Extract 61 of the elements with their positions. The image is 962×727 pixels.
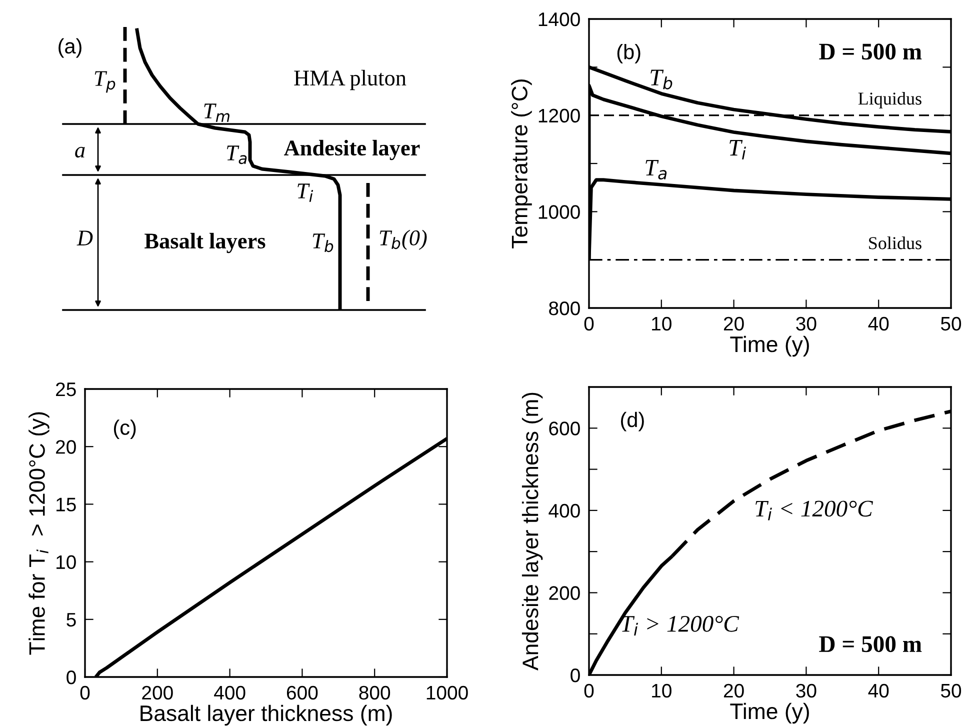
text: T$_{i}$ [298,184,314,202]
text: HMA pluton [294,70,406,90]
y-tick-label: 25 [56,382,76,396]
text: T$_{b}$ [312,234,334,252]
text: (a) [58,38,82,58]
y-axis-title: Andesite layer thickness (m) [522,392,543,671]
x-tick-label: 400 [214,686,246,700]
annotation: D = 500 m [819,636,922,652]
y-tick-label: 400 [548,504,580,518]
annotation: (d) [621,412,644,432]
x-tick-label: 30 [796,316,816,331]
x-tick-label: 40 [868,316,889,331]
x-tick-label: 200 [142,686,173,700]
annotation: D = 500 m [819,44,922,60]
y-tick-label: 1200 [538,108,580,123]
text: T$_{b}$(0) [380,230,427,250]
x-tick-label: 0 [80,686,90,700]
x-tick-label: 50 [940,316,962,331]
y-tick-label: 15 [56,498,76,512]
x-axis-title: Time (y) [730,702,809,724]
y-tick-label: 1400 [538,12,580,26]
annotation: (b) [617,44,640,64]
y-tick-label: 0 [66,670,76,684]
x-tick-label: 600 [286,686,318,700]
text: a [75,146,85,158]
y-tick-label: 1000 [538,205,580,219]
y-tick-label: 10 [56,555,76,570]
text: T$_{p}$ [94,71,116,93]
ref-line-label: Solidus [869,236,922,250]
y-tick-label: 0 [570,668,580,682]
annotation: T$_{a}$ [646,160,667,180]
x-tick-label: 1000 [426,686,468,700]
text: T$_{a}$ [227,146,247,164]
y-axis-title: Temperature (°C) [511,80,532,248]
ref-line-label: Liquidus [858,92,922,108]
x-axis-title: Basalt layer thickness (m) [140,704,392,726]
y-tick-label: 800 [549,301,580,316]
x-tick-label: 30 [796,684,816,698]
x-tick-label: 10 [652,316,672,331]
text: T$_{m}$ [204,104,230,122]
text: Andesite layer [284,140,420,160]
annotation: T$_{b}$ [650,70,672,90]
annotation: T$_{i}$ < 1200°C [756,500,874,520]
x-tick-label: 0 [584,684,594,698]
x-tick-label: 800 [359,686,390,700]
x-tick-label: 20 [724,684,744,698]
x-tick-label: 50 [940,684,962,698]
y-tick-label: 5 [66,613,76,627]
x-tick-label: 0 [584,316,594,331]
annotation: T$_{i}$ [730,140,746,160]
x-tick-label: 40 [868,684,889,698]
y-tick-label: 200 [549,586,580,600]
x-axis-title: Time (y) [730,336,809,357]
y-tick-label: 600 [549,422,580,436]
y-tick-label: 20 [56,440,76,454]
annotation: (c) [114,420,136,440]
text: D [76,230,93,246]
x-tick-label: 20 [724,316,744,331]
text: Basalt layers [144,232,266,254]
y-axis-title: Time for T$_{i}$ > 1200°C (y) [28,412,50,655]
x-tick-label: 10 [652,684,672,698]
